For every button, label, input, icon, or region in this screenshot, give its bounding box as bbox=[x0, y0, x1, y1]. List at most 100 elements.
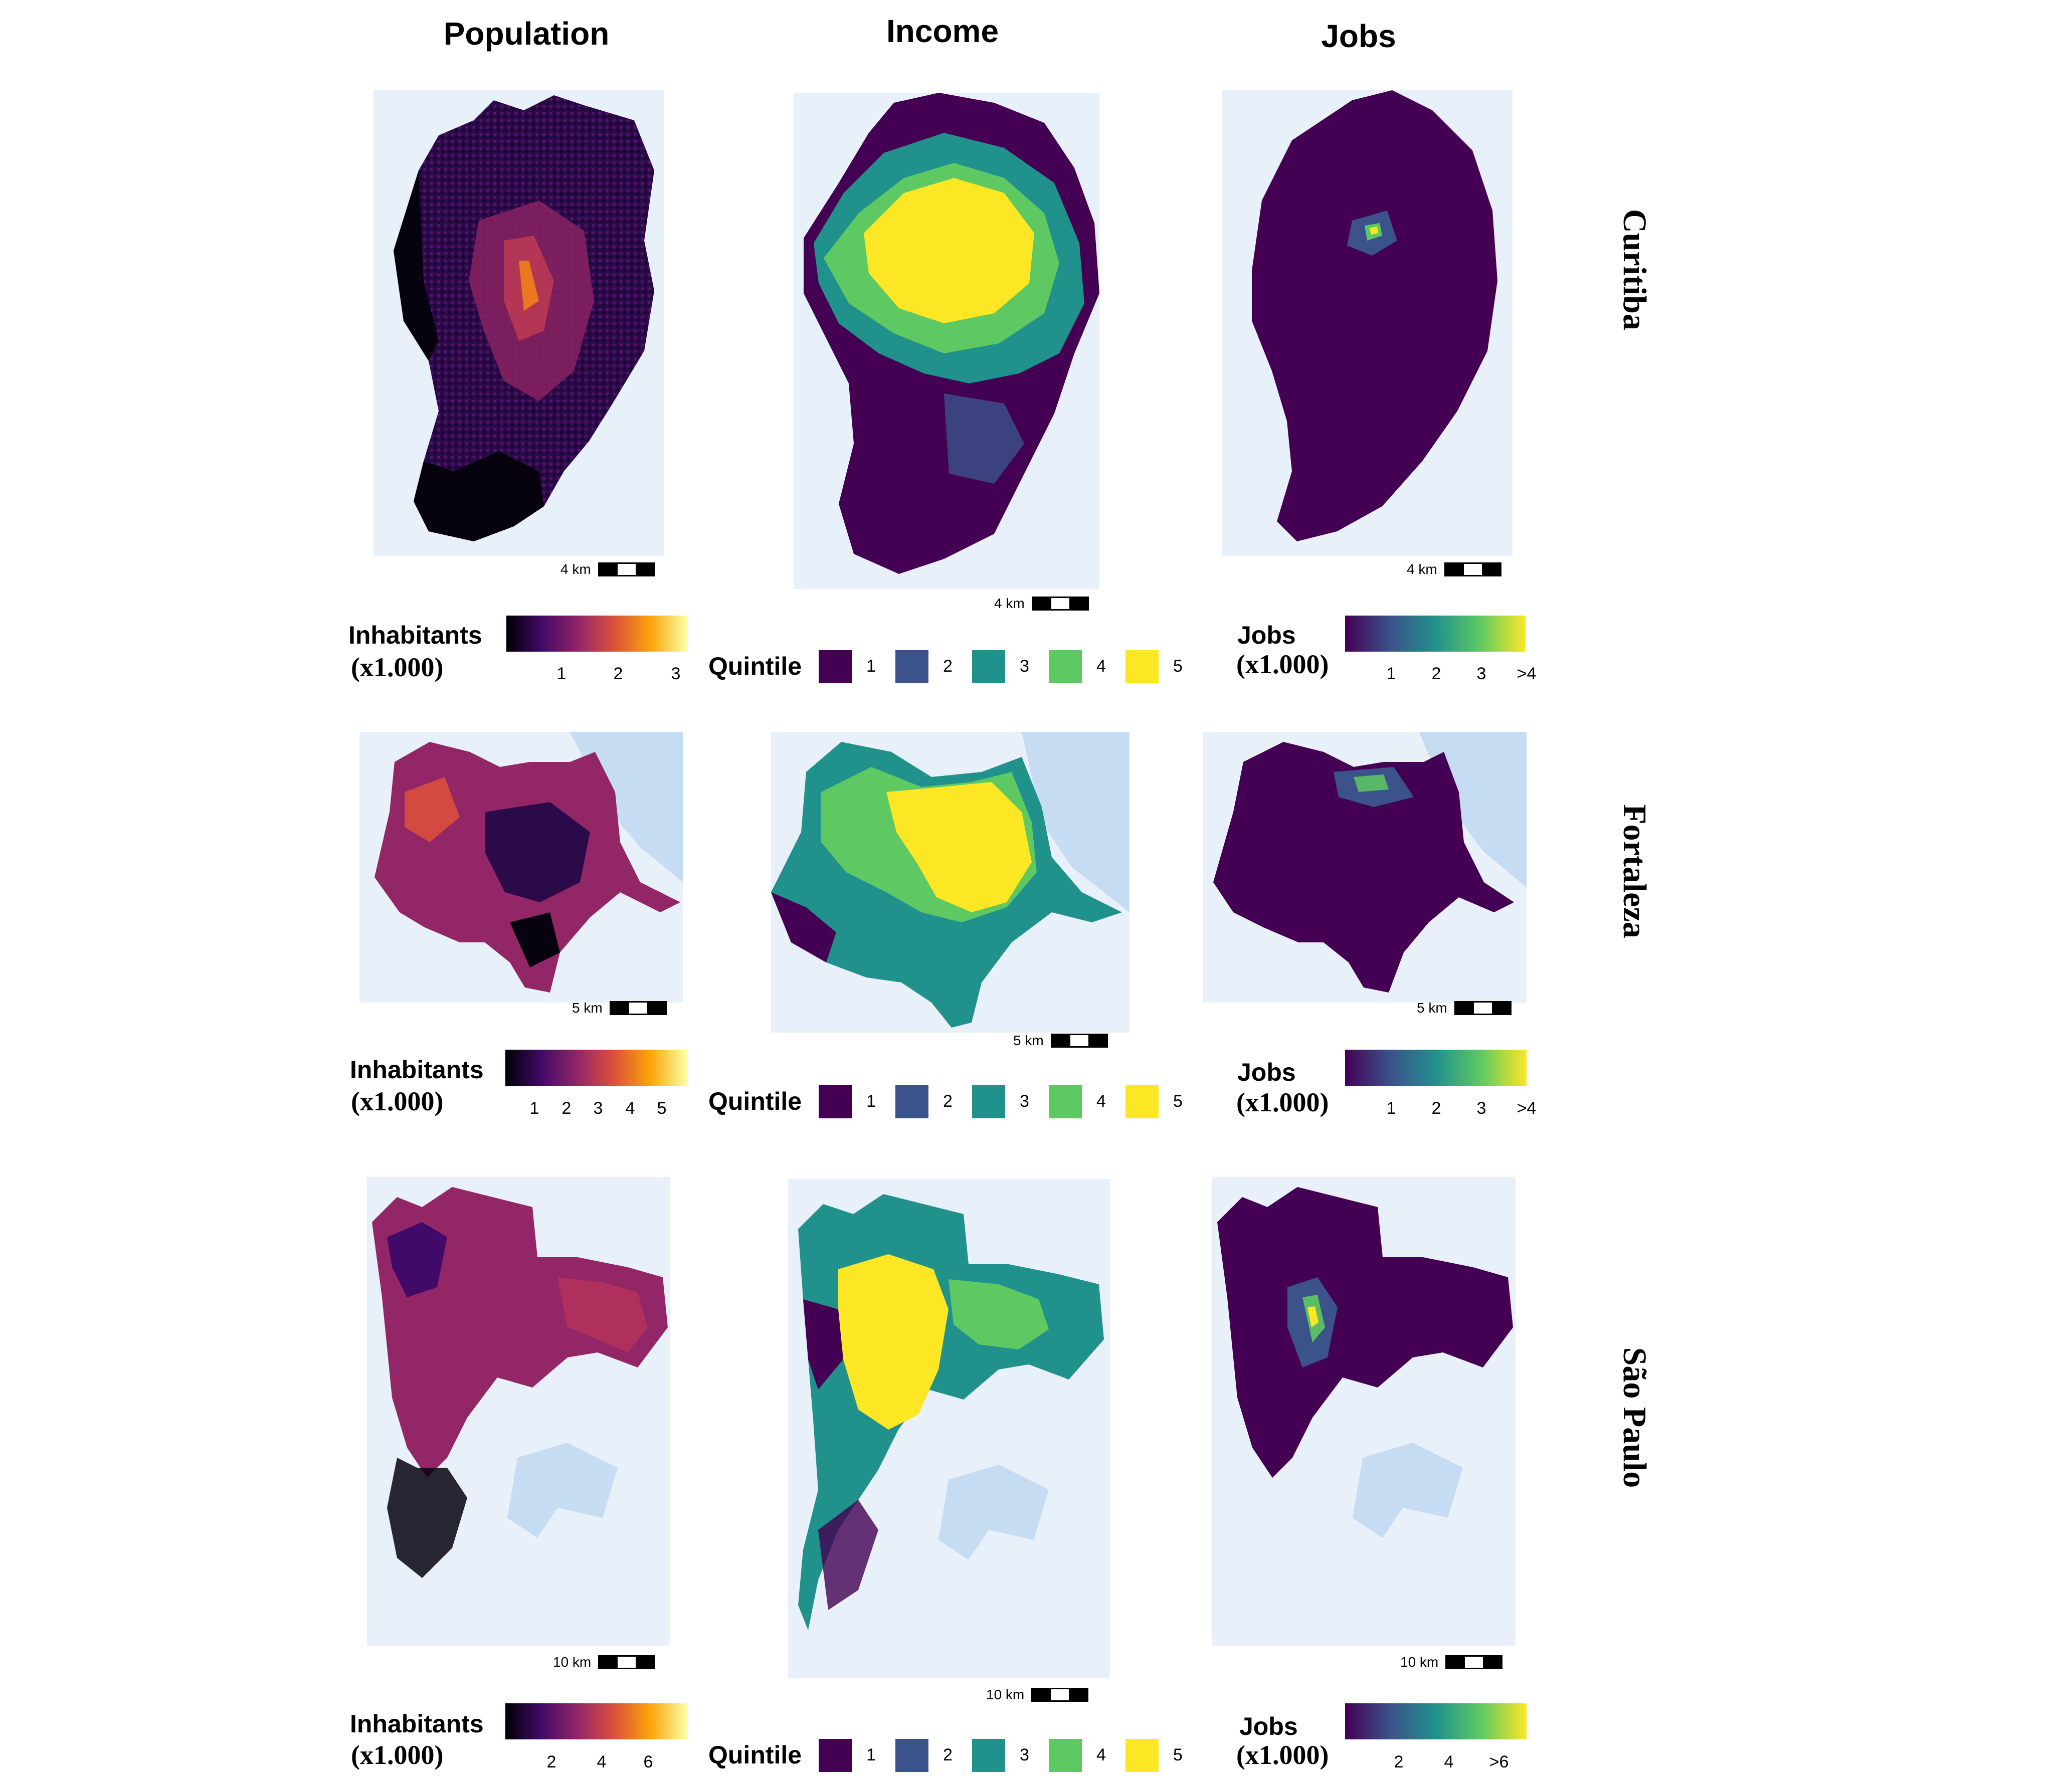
scalebar-curitiba-population: 4 km bbox=[560, 561, 655, 577]
legend-swatch-q5 bbox=[1125, 1739, 1159, 1772]
column-title-jobs: Jobs bbox=[1321, 18, 1396, 54]
scalebar-fortaleza-population: 5 km bbox=[572, 1000, 667, 1016]
legend-swatch-q5 bbox=[1125, 1085, 1159, 1118]
city-label-fortaleza: Fortaleza bbox=[1616, 804, 1653, 938]
scalebar-label: 5 km bbox=[1013, 1033, 1044, 1048]
legend-swatch-q4 bbox=[1049, 1739, 1082, 1772]
legend-tick: 2 bbox=[1431, 1099, 1441, 1118]
legend-label-q5: 5 bbox=[1173, 1745, 1183, 1764]
scalebar-graphic bbox=[1050, 1034, 1108, 1048]
scalebar-curitiba-jobs: 4 km bbox=[1407, 561, 1501, 577]
map-fortaleza-income bbox=[771, 732, 1129, 1033]
legend-swatch-q2 bbox=[895, 650, 928, 683]
legend-tick: 2 bbox=[613, 664, 623, 683]
legend-label-q2: 2 bbox=[943, 1745, 953, 1764]
legend-tick: 4 bbox=[625, 1099, 635, 1118]
map-curitiba-population bbox=[373, 90, 664, 556]
map-fortaleza-population bbox=[359, 732, 683, 1003]
legend-tick: 1 bbox=[1386, 1099, 1396, 1118]
legend-swatch-q2 bbox=[895, 1739, 928, 1772]
scalebar-graphic bbox=[1454, 1001, 1512, 1015]
map-sao-paulo-population bbox=[367, 1177, 670, 1646]
map-curitiba-income bbox=[794, 93, 1099, 589]
legend-label-q5: 5 bbox=[1173, 657, 1183, 676]
map-sao-paulo-jobs bbox=[1212, 1177, 1516, 1646]
scalebar-sao-paulo-income: 10 km bbox=[986, 1687, 1089, 1703]
legend-tick: 3 bbox=[593, 1099, 603, 1118]
legend-unit: (x1.000) bbox=[1236, 649, 1329, 679]
legend-label-q3: 3 bbox=[1020, 1092, 1029, 1111]
legend-label-q3: 3 bbox=[1020, 1745, 1029, 1764]
scalebar-graphic bbox=[609, 1001, 667, 1015]
legend-swatch-q5 bbox=[1125, 650, 1159, 683]
scalebar-fortaleza-income: 5 km bbox=[1013, 1033, 1108, 1049]
scalebar-graphic bbox=[1031, 1688, 1089, 1702]
scalebar-graphic bbox=[598, 1655, 656, 1669]
legend-label-q1: 1 bbox=[866, 657, 876, 676]
city-label-sao-paulo: São Paulo bbox=[1616, 1347, 1653, 1488]
legend-swatch-q4 bbox=[1049, 650, 1082, 683]
legend-title-quintile: Quintile bbox=[708, 1741, 802, 1769]
legend-title-jobs: Jobs bbox=[1239, 1712, 1298, 1740]
legend-swatch-q4 bbox=[1049, 1085, 1082, 1118]
scalebar-label: 5 km bbox=[572, 1000, 603, 1016]
scalebar-sao-paulo-population: 10 km bbox=[553, 1654, 656, 1670]
legend-gradient-jobs bbox=[1345, 616, 1526, 652]
legend-tick: >4 bbox=[1517, 664, 1537, 683]
legend-title-inhabitants: Inhabitants bbox=[350, 1056, 484, 1084]
legend-unit: (x1.000) bbox=[1236, 1740, 1329, 1770]
legend-gradient-jobs bbox=[1345, 1703, 1527, 1739]
scalebar-label: 5 km bbox=[1417, 1000, 1447, 1016]
legend-tick: 3 bbox=[1476, 1099, 1486, 1118]
scalebar-label: 10 km bbox=[986, 1687, 1025, 1702]
scalebar-label: 10 km bbox=[1400, 1654, 1439, 1670]
legend-gradient-inhabitants bbox=[506, 616, 687, 652]
legend-label-q5: 5 bbox=[1173, 1092, 1183, 1111]
legend-tick: 2 bbox=[1431, 664, 1441, 683]
legend-title-jobs: Jobs bbox=[1237, 621, 1296, 649]
legend-swatch-q1 bbox=[819, 650, 852, 683]
legend-tick: 1 bbox=[529, 1099, 539, 1118]
legend-label-q2: 2 bbox=[943, 657, 953, 676]
legend-label-q4: 4 bbox=[1096, 1092, 1106, 1111]
legend-label-q4: 4 bbox=[1096, 1745, 1106, 1764]
legend-label-q3: 3 bbox=[1020, 657, 1029, 676]
legend-title-quintile: Quintile bbox=[708, 1087, 802, 1115]
map-fortaleza-jobs bbox=[1203, 732, 1527, 1003]
legend-tick: 4 bbox=[1444, 1752, 1454, 1771]
legend-unit: (x1.000) bbox=[351, 1740, 444, 1770]
scalebar-fortaleza-jobs: 5 km bbox=[1417, 1000, 1512, 1016]
legend-label-q2: 2 bbox=[943, 1092, 953, 1111]
scalebar-graphic bbox=[598, 562, 655, 576]
legend-gradient-jobs bbox=[1345, 1050, 1527, 1086]
legend-tick: 3 bbox=[1476, 664, 1486, 683]
legend-tick: 6 bbox=[643, 1752, 653, 1771]
scalebar-graphic bbox=[1445, 1655, 1503, 1669]
legend-swatch-q3 bbox=[972, 650, 1005, 683]
legend-tick: >4 bbox=[1517, 1099, 1537, 1118]
legend-swatch-q2 bbox=[895, 1085, 928, 1118]
legend-tick: 2 bbox=[1394, 1752, 1404, 1771]
legend-unit: (x1.000) bbox=[351, 1086, 444, 1116]
map-sao-paulo-income bbox=[788, 1179, 1110, 1678]
legend-title-jobs: Jobs bbox=[1237, 1058, 1296, 1086]
legend-gradient-inhabitants bbox=[505, 1050, 687, 1086]
legend-tick: 2 bbox=[546, 1752, 556, 1771]
scalebar-label: 4 km bbox=[1407, 561, 1437, 577]
scalebar-graphic bbox=[1444, 562, 1501, 576]
legend-tick: 5 bbox=[657, 1099, 667, 1118]
legend-unit: (x1.000) bbox=[1236, 1087, 1329, 1117]
legend-unit: (x1.000) bbox=[351, 652, 444, 682]
city-label-curitiba: Curitiba bbox=[1616, 209, 1653, 331]
legend-swatch-q3 bbox=[972, 1085, 1005, 1118]
scalebar-graphic bbox=[1031, 597, 1089, 611]
scalebar-label: 4 km bbox=[560, 561, 591, 577]
legend-tick: 1 bbox=[1386, 664, 1396, 683]
legend-tick: >6 bbox=[1489, 1752, 1509, 1771]
legend-tick: 4 bbox=[597, 1752, 607, 1771]
legend-title-quintile: Quintile bbox=[708, 652, 802, 680]
column-title-population: Population bbox=[443, 16, 610, 52]
map-curitiba-jobs bbox=[1222, 90, 1513, 556]
legend-label-q1: 1 bbox=[866, 1745, 876, 1764]
scalebar-curitiba-income: 4 km bbox=[994, 596, 1089, 612]
